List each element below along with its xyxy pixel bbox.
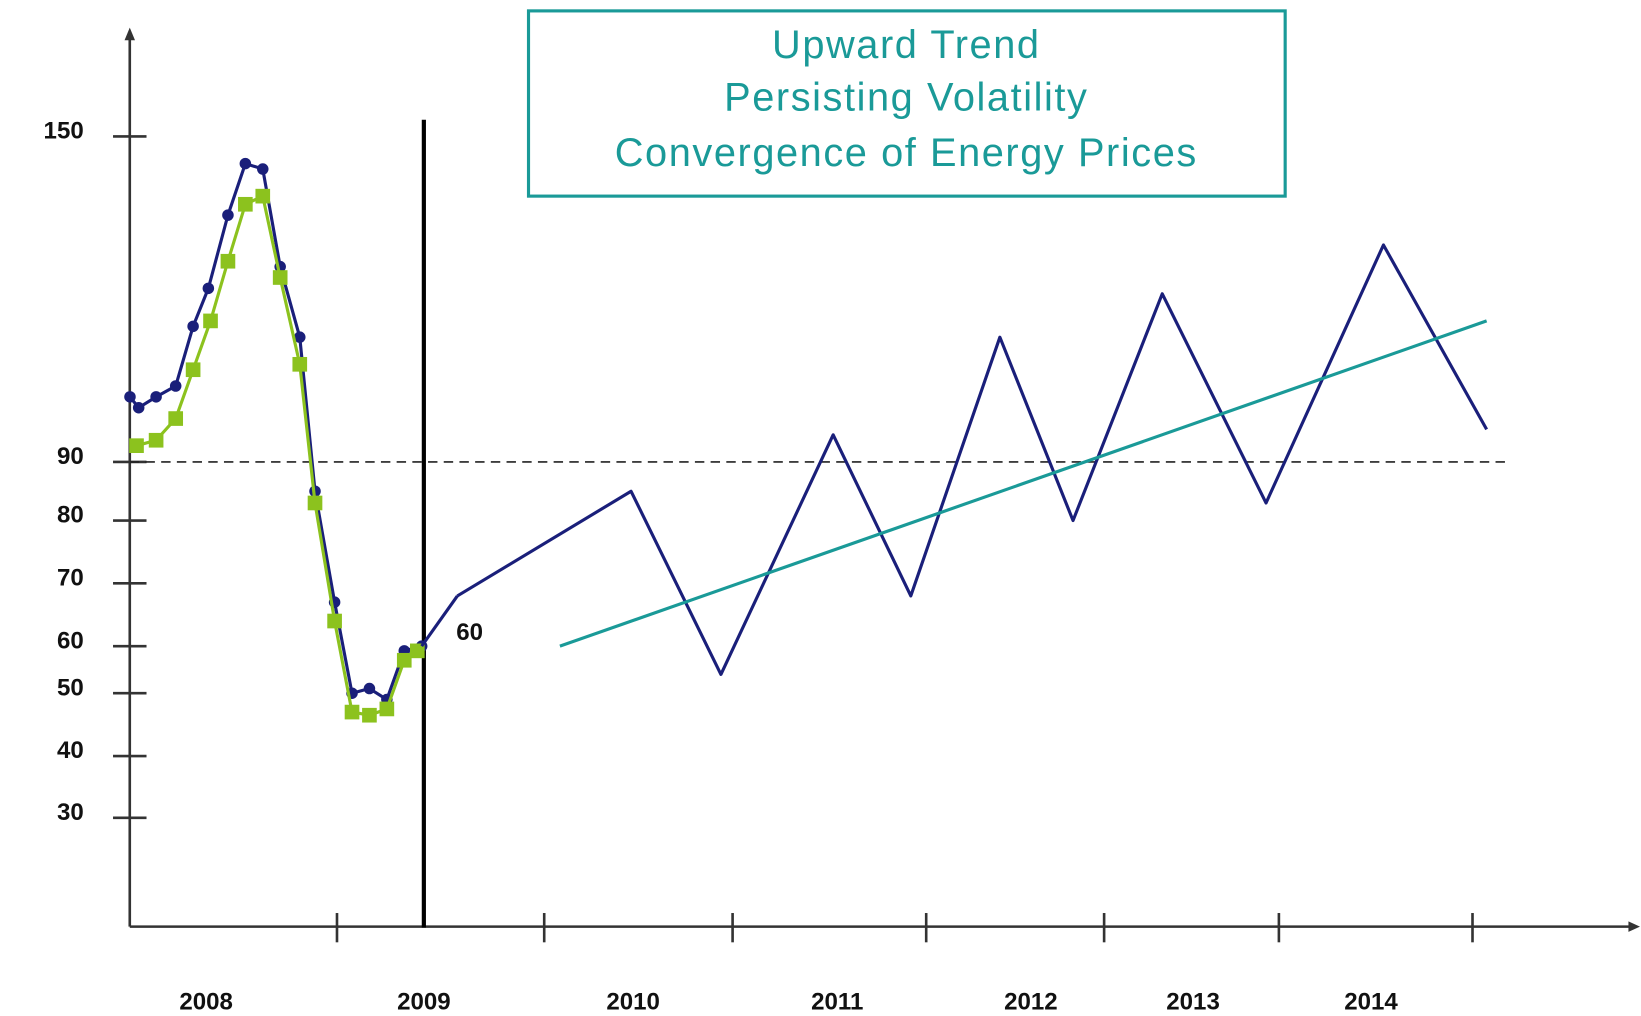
data-label: 60: [456, 619, 483, 646]
marker: [272, 270, 288, 285]
annotation: Persisting Volatility: [724, 75, 1088, 119]
x-tick-label: 2010: [606, 988, 660, 1015]
y-tick-label: 150: [44, 118, 84, 145]
marker: [202, 282, 215, 295]
annotation-box: [526, 9, 1287, 198]
annotation: Convergence of Energy Prices: [615, 131, 1198, 175]
y-tick-label: 70: [57, 565, 84, 592]
marker: [292, 356, 308, 372]
y-tick-label: 90: [57, 443, 84, 470]
y-tick-label: 30: [57, 799, 84, 826]
series-line: [128, 162, 423, 702]
marker: [294, 331, 306, 343]
marker: [396, 652, 412, 668]
marker: [257, 163, 269, 175]
marker: [239, 157, 252, 170]
marker: [222, 209, 234, 221]
marker: [255, 188, 271, 204]
series-line: [456, 243, 1489, 676]
y-tick-label: 50: [57, 674, 84, 701]
marker: [148, 432, 164, 448]
x-tick-label: 2012: [1004, 988, 1058, 1015]
marker: [150, 391, 162, 403]
marker: [168, 411, 184, 426]
marker: [132, 401, 145, 414]
marker: [307, 495, 323, 511]
x-axis-arrow: [1628, 921, 1640, 932]
y-axis-arrow: [124, 27, 136, 41]
x-tick-label: 2011: [811, 988, 863, 1015]
y-tick-label: 80: [57, 502, 84, 529]
marker: [185, 362, 201, 378]
marker: [344, 704, 360, 720]
marker: [169, 380, 182, 392]
y-tick-label: 60: [57, 627, 84, 654]
connector: [420, 595, 459, 648]
marker: [187, 320, 199, 333]
x-tick-label: 2008: [179, 988, 233, 1015]
marker: [362, 707, 377, 723]
marker: [238, 196, 253, 212]
x-axis-ticks: [335, 913, 1474, 943]
marker: [203, 313, 218, 329]
x-tick-label: 2014: [1344, 988, 1398, 1015]
marker: [129, 438, 144, 454]
marker: [363, 682, 376, 695]
marker: [409, 643, 425, 659]
annotation: Upward Trend: [772, 23, 1040, 67]
y-tick-label: 40: [57, 737, 84, 764]
marker: [379, 701, 395, 717]
series-line: [559, 319, 1488, 648]
marker: [220, 253, 236, 269]
x-tick-label: 2013: [1166, 988, 1220, 1015]
marker: [327, 613, 342, 629]
x-tick-label: 2009: [397, 988, 451, 1015]
marker: [124, 391, 136, 403]
